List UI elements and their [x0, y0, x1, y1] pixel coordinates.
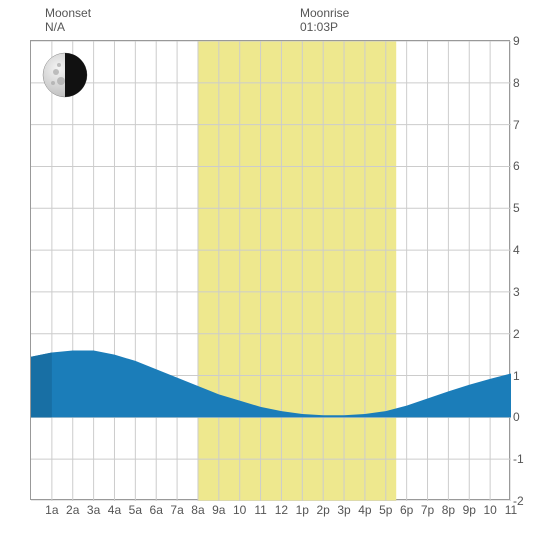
y-tick-label: 2 — [513, 327, 529, 341]
x-tick-label: 1p — [296, 503, 309, 517]
moonrise-block: Moonrise 01:03P — [300, 6, 349, 34]
x-tick-label: 4p — [358, 503, 371, 517]
moonrise-label: Moonrise — [300, 6, 349, 20]
tide-chart-container: Moonset N/A Moonrise 01:03P -2-101234567… — [0, 0, 550, 550]
moonrise-value: 01:03P — [300, 20, 349, 34]
x-tick-label: 11 — [505, 503, 517, 517]
x-tick-label: 5a — [129, 503, 142, 517]
moonset-label: Moonset — [45, 6, 91, 20]
y-tick-label: -1 — [513, 452, 529, 466]
x-tick-label: 7p — [421, 503, 434, 517]
x-tick-label: 11 — [254, 503, 266, 517]
y-tick-label: 3 — [513, 285, 529, 299]
y-tick-label: 5 — [513, 201, 529, 215]
header-labels: Moonset N/A Moonrise 01:03P — [0, 6, 550, 36]
x-tick-label: 7a — [170, 503, 183, 517]
moonset-value: N/A — [45, 20, 91, 34]
x-tick-label: 2a — [66, 503, 79, 517]
x-tick-label: 3p — [337, 503, 350, 517]
x-tick-label: 4a — [108, 503, 121, 517]
x-tick-label: 10 — [483, 503, 496, 517]
x-tick-label: 6a — [150, 503, 163, 517]
chart-plot-area: -2-101234567891a2a3a4a5a6a7a8a9a1011121p… — [30, 40, 510, 500]
x-tick-label: 8a — [191, 503, 204, 517]
y-tick-label: 9 — [513, 34, 529, 48]
y-tick-label: 4 — [513, 243, 529, 257]
y-tick-label: 0 — [513, 410, 529, 424]
x-tick-label: 3a — [87, 503, 100, 517]
moon-phase-icon — [41, 51, 89, 99]
x-tick-label: 5p — [379, 503, 392, 517]
x-tick-label: 2p — [316, 503, 329, 517]
moonset-block: Moonset N/A — [45, 6, 91, 34]
x-tick-label: 10 — [233, 503, 246, 517]
y-tick-label: 8 — [513, 76, 529, 90]
chart-svg — [31, 41, 511, 501]
x-tick-label: 1a — [45, 503, 58, 517]
x-tick-label: 8p — [442, 503, 455, 517]
x-tick-label: 12 — [275, 503, 288, 517]
y-tick-label: 6 — [513, 159, 529, 173]
x-tick-label: 6p — [400, 503, 413, 517]
x-tick-label: 9p — [463, 503, 476, 517]
y-tick-label: 7 — [513, 118, 529, 132]
x-tick-label: 9a — [212, 503, 225, 517]
y-tick-label: 1 — [513, 369, 529, 383]
